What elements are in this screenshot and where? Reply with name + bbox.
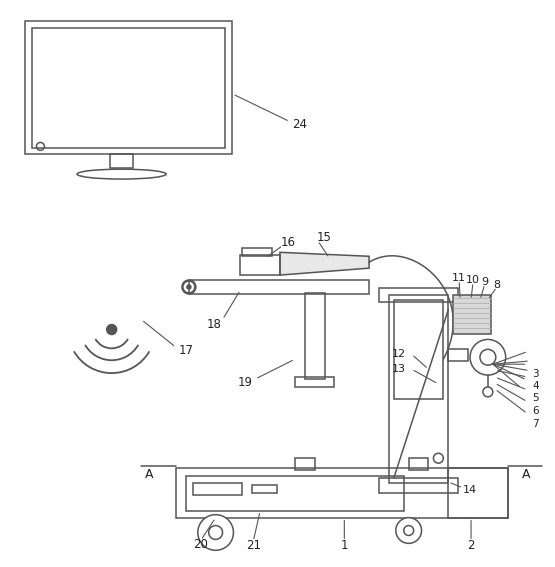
Text: 8: 8	[493, 280, 501, 290]
Bar	[379, 288, 458, 302]
Bar	[394, 300, 443, 399]
Bar	[189, 280, 369, 294]
Text: 5: 5	[532, 393, 539, 403]
Text: 3: 3	[532, 369, 539, 379]
Circle shape	[480, 349, 496, 365]
Text: 12: 12	[392, 349, 406, 359]
Circle shape	[470, 340, 506, 375]
Text: 2: 2	[467, 539, 475, 552]
Text: 21: 21	[246, 539, 261, 552]
Bar	[448, 468, 508, 518]
Text: 18: 18	[206, 318, 221, 331]
Text: 1: 1	[341, 539, 348, 552]
Text: 17: 17	[178, 344, 194, 357]
Bar	[448, 349, 468, 361]
Bar	[193, 483, 243, 495]
Text: 13: 13	[392, 364, 406, 374]
Text: 10: 10	[466, 275, 480, 285]
Circle shape	[483, 387, 493, 397]
Bar	[389, 295, 448, 483]
Bar	[240, 255, 280, 275]
Polygon shape	[280, 252, 369, 275]
Text: A: A	[522, 468, 531, 481]
Bar	[110, 154, 133, 168]
Bar	[186, 476, 403, 511]
Text: 6: 6	[532, 406, 539, 416]
Bar	[24, 20, 233, 154]
Text: 4: 4	[532, 381, 539, 391]
Text: 9: 9	[481, 277, 488, 287]
Bar	[295, 377, 335, 387]
Text: 24: 24	[292, 118, 307, 131]
Circle shape	[187, 285, 191, 289]
Circle shape	[107, 324, 117, 335]
Bar	[295, 458, 315, 470]
Bar	[408, 458, 428, 470]
Text: 7: 7	[532, 418, 539, 429]
Text: 19: 19	[238, 375, 253, 388]
Bar	[453, 295, 491, 335]
Circle shape	[396, 518, 422, 543]
Bar	[243, 248, 272, 256]
Text: 15: 15	[317, 231, 332, 244]
Text: 16: 16	[280, 236, 295, 249]
Bar	[176, 468, 508, 518]
Bar	[253, 485, 277, 493]
Bar	[33, 28, 225, 149]
Bar	[379, 478, 458, 493]
Text: 20: 20	[193, 538, 208, 551]
Text: A: A	[145, 468, 154, 481]
Bar	[305, 293, 325, 379]
Circle shape	[198, 515, 234, 551]
Text: 11: 11	[452, 273, 466, 283]
Text: 14: 14	[463, 485, 477, 495]
Ellipse shape	[182, 280, 196, 294]
